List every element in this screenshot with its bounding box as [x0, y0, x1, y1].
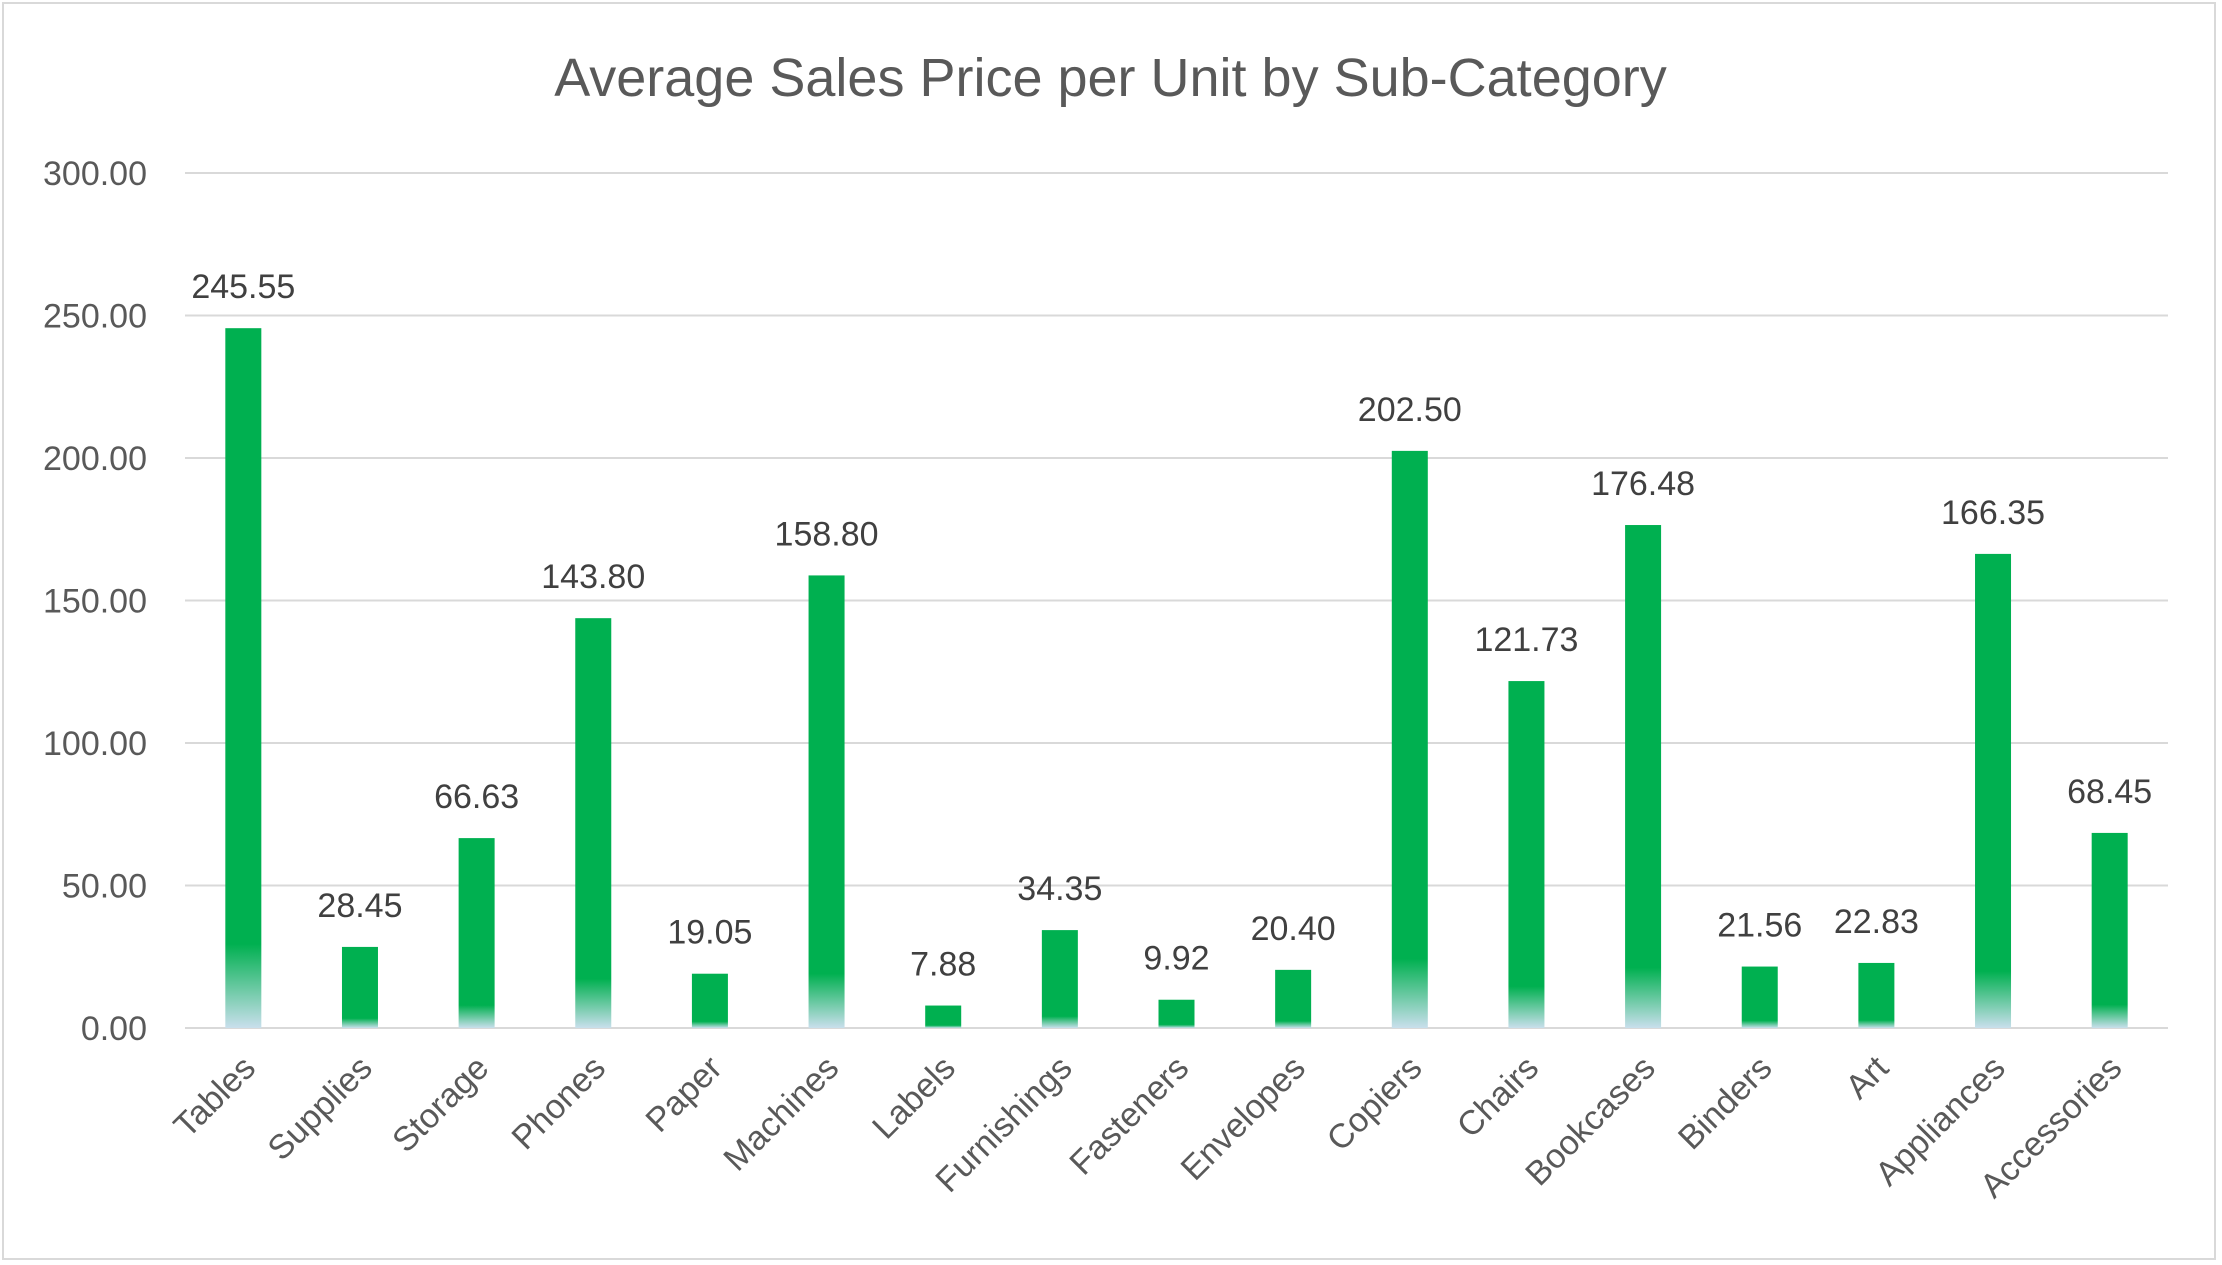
data-label: 158.80 [775, 515, 879, 553]
x-tick-label: Paper [639, 1049, 730, 1140]
data-label: 7.88 [910, 946, 976, 984]
data-label: 22.83 [1834, 903, 1919, 941]
data-label: 66.63 [434, 778, 519, 816]
x-tick-label: Machines [716, 1049, 846, 1179]
data-label: 68.45 [2067, 773, 2152, 811]
bar-supplies [341, 946, 378, 1028]
y-tick-label: 300.00 [43, 155, 147, 193]
bar-art [1858, 962, 1895, 1028]
x-tick-label: Binders [1671, 1049, 1779, 1157]
x-tick-label: Phones [505, 1049, 613, 1157]
y-tick-label: 250.00 [43, 298, 147, 336]
chart-title: Average Sales Price per Unit by Sub-Cate… [554, 48, 1667, 108]
data-label: 34.35 [1017, 870, 1102, 908]
data-label: 202.50 [1358, 391, 1462, 429]
bar-phones [575, 618, 612, 1028]
data-label: 9.92 [1143, 940, 1209, 978]
bar-machines [808, 575, 845, 1028]
data-label: 245.55 [191, 268, 295, 306]
bar-labels [925, 1005, 962, 1028]
data-label: 19.05 [667, 914, 752, 952]
bar-fasteners [1158, 999, 1195, 1028]
bar-storage [458, 838, 495, 1028]
x-tick-label: Copiers [1320, 1049, 1430, 1159]
bar-furnishings [1041, 930, 1078, 1028]
x-tick-label: Art [1838, 1048, 1896, 1106]
bar-chairs [1508, 681, 1545, 1028]
y-tick-label: 50.00 [62, 868, 147, 906]
y-axis-ticks: 0.00 50.00 100.00 150.00 200.00 250.00 300.00 [43, 155, 147, 1048]
data-label: 21.56 [1717, 907, 1802, 945]
data-label: 28.45 [317, 887, 402, 925]
bar-tables [225, 328, 262, 1028]
x-tick-label: Supplies [261, 1049, 380, 1168]
y-tick-label: 100.00 [43, 725, 147, 763]
y-tick-label: 150.00 [43, 583, 147, 621]
bar-accessories [2091, 832, 2128, 1028]
data-label: 176.48 [1591, 465, 1695, 503]
data-label: 20.40 [1251, 910, 1336, 948]
bar-binders [1741, 966, 1778, 1028]
data-labels: 245.55 28.45 66.63 143.80 19.05 158.80 7.88 34.… [191, 268, 2152, 983]
x-tick-label: Tables [167, 1049, 263, 1145]
bar-copiers [1391, 450, 1428, 1028]
data-label: 143.80 [541, 558, 645, 596]
y-tick-label: 0.00 [81, 1010, 147, 1048]
x-tick-label: Labels [865, 1049, 963, 1147]
bars [225, 328, 2128, 1028]
y-tick-label: 200.00 [43, 440, 147, 478]
bar-appliances [1975, 553, 2012, 1028]
bar-envelopes [1275, 969, 1312, 1028]
bar-paper [691, 973, 728, 1028]
x-tick-label: Chairs [1450, 1049, 1546, 1145]
data-label: 121.73 [1474, 621, 1578, 659]
gridlines [185, 172, 2168, 1029]
x-tick-label: Storage [385, 1049, 496, 1160]
bar-bookcases [1625, 525, 1662, 1028]
x-tick-label: Envelopes [1174, 1049, 1313, 1188]
data-label: 166.35 [1941, 494, 2045, 532]
